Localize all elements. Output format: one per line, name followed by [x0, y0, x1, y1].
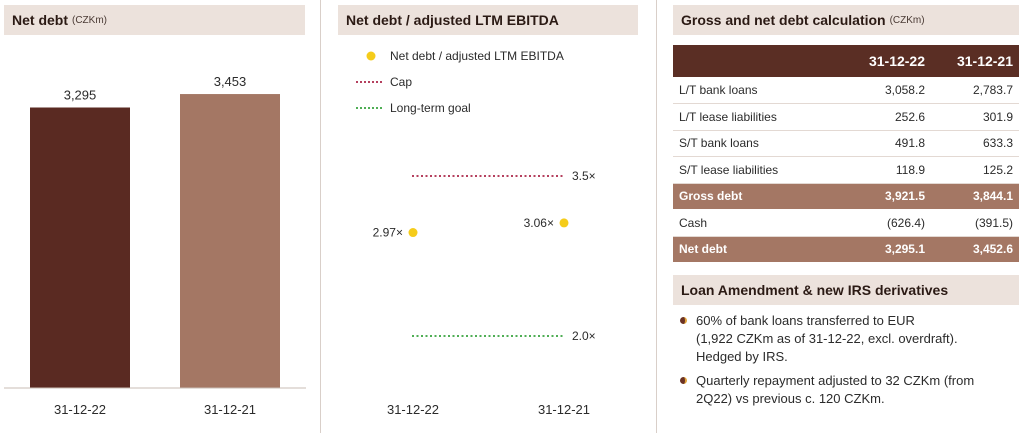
ref-line-label: 3.5× — [572, 169, 596, 183]
row-value: 2,783.7 — [931, 77, 1019, 104]
table-row: Cash (626.4) (391.5) — [673, 209, 1019, 237]
bar-31-12-21 — [180, 94, 280, 388]
bar-value-label: 3,295 — [64, 88, 97, 103]
legend-label: Net debt / adjusted LTM EBITDA — [390, 49, 564, 63]
x-tick-label: 31-12-22 — [54, 402, 106, 417]
bullet-item: Quarterly repayment adjusted to 32 CZKm … — [678, 372, 1018, 408]
legend-label: Long-term goal — [390, 101, 471, 115]
ratio-header: Net debt / adjusted LTM EBITDA — [338, 5, 638, 35]
row-value: 633.3 — [931, 130, 1019, 157]
bullet-text-line: Hedged by IRS. — [696, 349, 788, 364]
bullet-text-line: 2Q22) vs previous c. 120 CZKm. — [696, 391, 885, 406]
x-tick-label: 31-12-21 — [538, 402, 590, 417]
debt-calculation-table: 31-12-22 31-12-21 L/T bank loans 3,058.2 2… — [673, 45, 1019, 263]
table-col-header: 31-12-22 — [843, 45, 931, 77]
table-corner — [673, 45, 843, 77]
calc-unit: (CZKm) — [889, 14, 925, 26]
row-label: Gross debt — [673, 183, 843, 210]
x-tick-label: 31-12-21 — [204, 402, 256, 417]
ratio-point-label: 2.97× — [373, 226, 403, 240]
row-label: Cash — [673, 209, 843, 237]
bullet-item: 60% of bank loans transferred to EUR (1,9… — [678, 312, 1018, 366]
row-value: (391.5) — [931, 209, 1019, 237]
bullet-text-line: Quarterly repayment adjusted to 32 CZKm … — [696, 373, 975, 388]
calc-title: Gross and net debt calculation — [681, 12, 886, 28]
legend-label: Cap — [390, 75, 412, 89]
row-value: 491.8 — [843, 130, 931, 157]
bar-31-12-22 — [30, 107, 130, 388]
row-value: 3,844.1 — [931, 183, 1019, 210]
row-value: 125.2 — [931, 156, 1019, 184]
loan-bullets: 60% of bank loans transferred to EUR (1,9… — [678, 312, 1018, 414]
bullet-text-line: (1,922 CZKm as of 31-12-22, excl. overdr… — [696, 331, 958, 346]
table-row: L/T bank loans 3,058.2 2,783.7 — [673, 77, 1019, 104]
net-debt-header: Net debt (CZKm) — [4, 5, 305, 35]
net-debt-unit: (CZKm) — [72, 14, 107, 26]
panel-divider-right — [656, 0, 657, 433]
row-value: 3,452.6 — [931, 236, 1019, 263]
x-tick-label: 31-12-22 — [387, 402, 439, 417]
bar-value-label: 3,453 — [214, 74, 247, 89]
table-row: Net debt 3,295.1 3,452.6 — [673, 236, 1019, 263]
loan-header: Loan Amendment & new IRS derivatives — [673, 275, 1019, 305]
bullet-icon — [680, 317, 687, 324]
net-debt-title: Net debt — [12, 12, 68, 28]
row-value: 3,921.5 — [843, 183, 931, 210]
net-debt-bar-chart: 3,295 31-12-22 3,453 31-12-21 — [4, 74, 306, 417]
row-value: 118.9 — [843, 156, 931, 184]
ratio-title: Net debt / adjusted LTM EBITDA — [346, 12, 559, 28]
row-label: S/T bank loans — [673, 130, 843, 157]
row-value: 301.9 — [931, 103, 1019, 131]
ratio-point-31-12-21 — [559, 218, 569, 228]
bullet-text-line: 60% of bank loans transferred to EUR — [696, 313, 915, 328]
legend-marker-ratio — [366, 51, 376, 61]
ratio-chart: Net debt / adjusted LTM EBITDA Cap Long-te… — [356, 49, 596, 417]
table-col-header: 31-12-21 — [931, 45, 1019, 77]
ratio-point-31-12-22 — [408, 228, 418, 238]
table-row: L/T lease liabilities 252.6 301.9 — [673, 103, 1019, 131]
table-row: S/T lease liabilities 118.9 125.2 — [673, 156, 1019, 184]
row-value: (626.4) — [843, 209, 931, 237]
ref-line-label: 2.0× — [572, 329, 596, 343]
panel-divider-left — [320, 0, 321, 433]
row-label: L/T bank loans — [673, 77, 843, 104]
row-value: 3,295.1 — [843, 236, 931, 263]
table-row: Gross debt 3,921.5 3,844.1 — [673, 183, 1019, 210]
row-value: 252.6 — [843, 103, 931, 131]
bullet-icon — [680, 377, 687, 384]
row-label: L/T lease liabilities — [673, 103, 843, 131]
calc-header: Gross and net debt calculation (CZKm) — [673, 5, 1019, 35]
row-label: Net debt — [673, 236, 843, 263]
row-value: 3,058.2 — [843, 77, 931, 104]
table-header-row: 31-12-22 31-12-21 — [673, 45, 1019, 77]
loan-title: Loan Amendment & new IRS derivatives — [681, 282, 949, 298]
row-label: S/T lease liabilities — [673, 156, 843, 184]
table-row: S/T bank loans 491.8 633.3 — [673, 130, 1019, 157]
ratio-point-label: 3.06× — [524, 216, 554, 230]
